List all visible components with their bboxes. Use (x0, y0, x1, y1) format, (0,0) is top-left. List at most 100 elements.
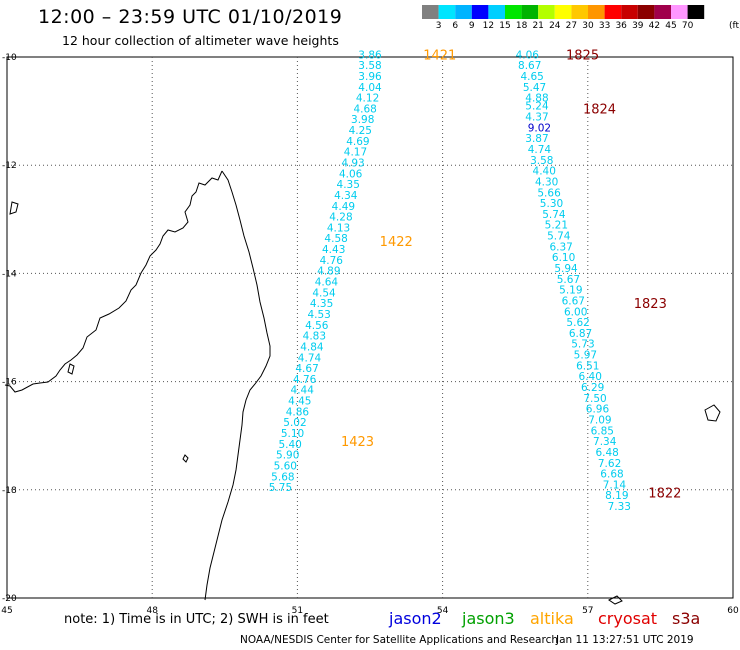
wave-height-value: 5.66 (537, 187, 561, 199)
wave-height-value: 4.53 (307, 309, 330, 321)
wave-height-value: 5.62 (566, 317, 589, 329)
wave-height-value: 4.76 (293, 374, 317, 386)
wave-height-value: 5.97 (574, 350, 597, 362)
pass-time-label: 1823 (634, 297, 667, 312)
colorbar-label: 24 (549, 21, 561, 31)
wave-height-value: 5.75 (269, 482, 292, 494)
timestamp: Jan 11 13:27:51 UTC 2019 (556, 634, 694, 646)
wave-height-value: 6.67 (562, 295, 585, 307)
altimeter-tracks: 3.863.583.964.044.124.683.984.254.694.17… (269, 48, 682, 513)
satellite-legend-cryosat: cryosat (598, 609, 658, 628)
colorbar-label: 12 (482, 21, 495, 31)
colorbar-swatch (588, 5, 605, 19)
wave-height-value: 5.10 (281, 428, 304, 440)
chart-subtitle: 12 hour collection of altimeter wave hei… (62, 33, 339, 48)
wave-height-value: 3.86 (358, 49, 382, 61)
lat-tick-label: -16 (2, 378, 17, 388)
wave-height-value: 5.67 (557, 274, 580, 286)
small-island (182, 454, 189, 463)
wave-height-value: 4.58 (324, 233, 347, 245)
pass-time-label: 1825 (566, 48, 599, 63)
small-island (67, 363, 75, 375)
wave-height-value: 4.45 (288, 396, 311, 408)
colorbar-swatch (554, 5, 572, 19)
pass-time-label: 1824 (583, 102, 616, 117)
wave-height-value: 4.74 (528, 144, 552, 156)
wave-height-value: 6.48 (595, 447, 618, 459)
wave-height-value: 3.87 (525, 133, 548, 145)
coastline (4, 170, 721, 605)
lat-tick-label: -20 (2, 594, 17, 604)
wave-height-value: 4.13 (327, 222, 350, 234)
colorbar-swatch (604, 5, 622, 19)
colorbar-label: 6 (452, 21, 459, 31)
tromelin-island (608, 595, 623, 605)
wave-height-value: 4.40 (533, 166, 556, 178)
wave-height-value: 5.90 (276, 450, 299, 462)
wave-height-value: 4.04 (358, 82, 382, 94)
colorbar-label: 36 (615, 21, 627, 31)
colorbar (422, 5, 705, 19)
wave-height-value: 5.94 (554, 263, 578, 275)
lat-tick-label: -14 (2, 269, 17, 279)
wave-height-value: 4.86 (286, 406, 310, 418)
wave-height-value: 5.21 (545, 220, 568, 232)
wave-height-value: 5.74 (547, 231, 571, 243)
reunion-island (704, 404, 721, 422)
wave-height-value: 6.37 (549, 241, 572, 253)
wave-height-value: 4.93 (341, 157, 364, 169)
wave-height-value: 4.44 (291, 385, 315, 397)
colorbar-swatch (621, 5, 638, 19)
wave-height-value: 7.33 (608, 501, 631, 513)
wave-height-value: 4.28 (329, 212, 352, 224)
note-text: note: 1) Time is in UTC; 2) SWH is in fe… (64, 612, 329, 627)
colorbar-label: 27 (565, 21, 578, 31)
wave-height-value: 6.00 (564, 306, 587, 318)
wave-height-value: 4.12 (356, 93, 379, 105)
wave-height-value: 4.34 (334, 190, 358, 202)
wave-height-value: 8.19 (605, 490, 628, 502)
chart-title: 12:00 – 23:59 UTC 01/10/2019 (38, 6, 343, 28)
colorbar-swatch (538, 5, 555, 19)
lon-tick-label: 57 (582, 606, 593, 616)
lon-tick-label: 48 (146, 606, 158, 616)
wave-height-value: 7.09 (588, 414, 611, 426)
wave-height-value: 4.67 (295, 363, 318, 375)
colorbar-unit: (ft) (729, 21, 740, 31)
colorbar-swatch (654, 5, 671, 19)
wave-height-value: 7.62 (598, 458, 621, 470)
wave-height-value: 4.89 (317, 266, 340, 278)
wave-height-value: 9.02 (528, 122, 551, 134)
wave-height-value: 4.64 (315, 277, 339, 289)
wave-height-value: 3.58 (530, 155, 553, 167)
wave-height-value: 6.29 (581, 382, 604, 394)
wave-height-value: 4.65 (520, 71, 543, 83)
plot-frame (6, 56, 734, 599)
wave-height-value: 5.30 (540, 198, 563, 210)
mayotte-island (9, 201, 19, 215)
colorbar-swatch (637, 5, 655, 19)
credit-text: NOAA/NESDIS Center for Satellite Applica… (240, 634, 558, 646)
satellite-legend-jason3: jason3 (462, 609, 515, 628)
colorbar-label: 3 (435, 21, 442, 31)
colorbar-swatch (505, 5, 522, 19)
colorbar-swatch (687, 5, 705, 19)
wave-height-value: 5.02 (283, 417, 306, 429)
lat-tick-label: -10 (2, 53, 17, 63)
wave-height-value: 6.40 (579, 371, 602, 383)
pass-time-label: 1421 (423, 48, 456, 63)
wave-height-value: 6.85 (591, 425, 614, 437)
wave-height-value: 4.06 (516, 49, 540, 61)
colorbar-swatch (521, 5, 539, 19)
colorbar-label: 18 (515, 21, 528, 31)
wave-height-value: 4.25 (349, 125, 372, 137)
colorbar-label: 39 (632, 21, 644, 31)
wave-height-value: 4.37 (525, 112, 548, 124)
wave-height-value: 4.54 (312, 287, 336, 299)
wave-height-value: 4.83 (303, 331, 326, 343)
madagascar-coastline (4, 170, 271, 601)
wave-height-value: 4.88 (525, 93, 548, 105)
lat-tick-label: -12 (2, 161, 17, 171)
colorbar-label: 30 (582, 21, 594, 31)
wave-height-value: 4.35 (310, 298, 333, 310)
